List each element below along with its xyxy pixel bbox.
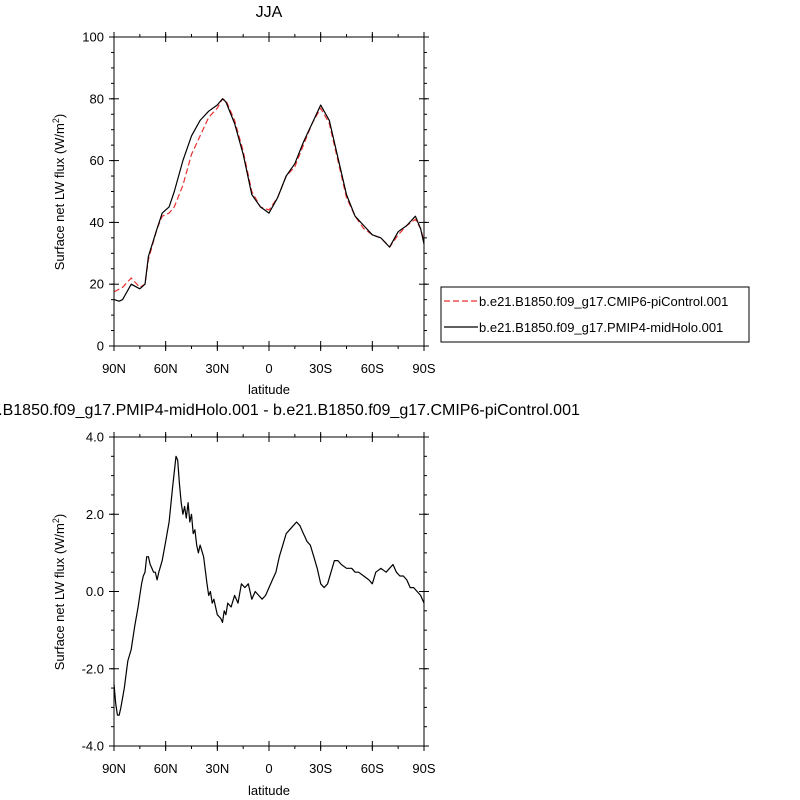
- x-tick-label: 90S: [412, 761, 435, 776]
- y-tick-label: -2.0: [82, 661, 104, 676]
- x-tick-label: 90S: [412, 361, 435, 376]
- y-axis-label-superscript: 2: [51, 518, 61, 523]
- x-axis-label: latitude: [248, 783, 290, 798]
- y-tick-label: 0.0: [86, 584, 104, 599]
- legend-box: [440, 286, 750, 343]
- x-tick-label: 90N: [102, 761, 126, 776]
- series-line-1: [113, 455, 425, 716]
- x-tick-label: 0: [265, 761, 272, 776]
- y-tick-label: 100: [82, 30, 104, 45]
- series-line-1: [113, 98, 425, 293]
- y-axis-label-main: Surface net LW flux (W/m: [52, 123, 67, 270]
- plot-area: [113, 98, 425, 302]
- x-tick-label: 30N: [205, 761, 229, 776]
- y-axis-label-suffix: ): [52, 514, 67, 518]
- plot-area: [113, 455, 425, 716]
- plot-frame: [113, 436, 425, 747]
- panel-2: b.e21.B1850.f09_g17.PMIP4-midHolo.001 - …: [0, 402, 580, 798]
- x-tick-labels: 90N 60N 30N 0 30S 60S 90S: [102, 361, 436, 376]
- plot-frame: [113, 36, 425, 347]
- x-tick-label: 60S: [361, 761, 384, 776]
- panel-title: b.e21.B1850.f09_g17.PMIP4-midHolo.001 - …: [0, 402, 580, 419]
- legend-label-picontrol: b.e21.B1850.f09_g17.CMIP6-piControl.001: [479, 294, 728, 309]
- x-tick-label: 0: [265, 361, 272, 376]
- y-tick-labels: -4.0 -2.0 0.0 2.0 4.0: [82, 430, 104, 754]
- y-tick-label: 2.0: [86, 507, 104, 522]
- y-tick-label: 4.0: [86, 430, 104, 445]
- x-axis-label: latitude: [248, 382, 290, 397]
- x-tick-labels: 90N 60N 30N 0 30S 60S 90S: [102, 761, 436, 776]
- y-tick-label: 60: [90, 153, 104, 168]
- axis-ticks: [109, 432, 429, 751]
- y-tick-labels: 0 20 40 60 80 100: [82, 30, 104, 354]
- panel-1: JJA 0 20 40 60 80 100 90N 60N 30N 0 30S 60S 90S lat…: [51, 4, 436, 397]
- x-tick-label: 60N: [154, 761, 178, 776]
- y-axis-label-main: Surface net LW flux (W/m: [52, 523, 67, 670]
- y-axis-label: Surface net LW flux (W/m2): [51, 514, 67, 671]
- x-tick-label: 30N: [205, 361, 229, 376]
- legend-label-midholo: b.e21.B1850.f09_g17.PMIP4-midHolo.001: [479, 320, 723, 335]
- legend: b.e21.B1850.f09_g17.CMIP6-piControl.001 …: [440, 286, 750, 343]
- x-tick-label: 90N: [102, 361, 126, 376]
- panel-title: JJA: [256, 4, 283, 21]
- y-tick-label: -4.0: [82, 739, 104, 754]
- x-tick-label: 30S: [309, 361, 332, 376]
- y-tick-label: 20: [90, 277, 104, 292]
- x-tick-label: 60S: [361, 361, 384, 376]
- y-tick-label: 0: [97, 339, 104, 354]
- y-tick-label: 80: [90, 91, 104, 106]
- y-axis-label: Surface net LW flux (W/m2): [51, 114, 67, 271]
- y-tick-label: 40: [90, 215, 104, 230]
- series-line-2: [113, 98, 425, 302]
- y-axis-label-superscript: 2: [51, 118, 61, 123]
- x-tick-label: 60N: [154, 361, 178, 376]
- y-axis-label-suffix: ): [52, 114, 67, 118]
- x-tick-label: 30S: [309, 761, 332, 776]
- axis-ticks: [109, 32, 429, 351]
